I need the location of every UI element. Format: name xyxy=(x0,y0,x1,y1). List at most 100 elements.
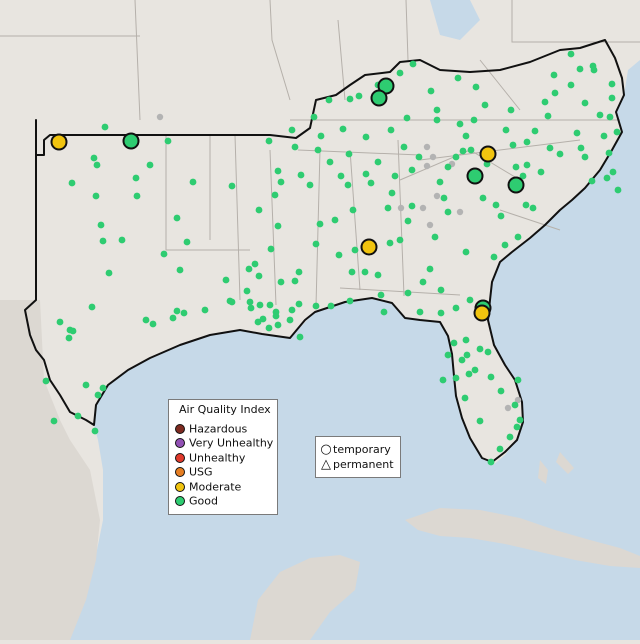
monitor-marker-inactive[interactable] xyxy=(456,208,464,216)
monitor-marker-good[interactable] xyxy=(176,266,184,274)
monitor-marker-good[interactable] xyxy=(444,351,452,359)
monitor-marker-good[interactable] xyxy=(92,192,100,200)
monitor-marker-good[interactable] xyxy=(222,276,230,284)
monitor-marker-good[interactable] xyxy=(88,303,96,311)
monitor-marker-good[interactable] xyxy=(339,125,347,133)
monitor-marker-inactive[interactable] xyxy=(423,143,431,151)
monitor-marker-good[interactable] xyxy=(42,377,50,385)
monitor-marker-good[interactable] xyxy=(507,106,515,114)
monitor-marker-good[interactable] xyxy=(314,146,322,154)
monitor-marker-good[interactable] xyxy=(97,221,105,229)
monitor-marker-good[interactable] xyxy=(567,50,575,58)
monitor-marker-good[interactable] xyxy=(431,233,439,241)
monitor-marker-good[interactable] xyxy=(384,204,392,212)
monitor-marker-good[interactable] xyxy=(291,277,299,285)
monitor-marker-good[interactable] xyxy=(452,374,460,382)
monitor-marker-good[interactable] xyxy=(433,116,441,124)
monitor-marker-good[interactable] xyxy=(296,333,304,341)
monitor-marker-moderate[interactable] xyxy=(50,133,68,151)
monitor-marker-good[interactable] xyxy=(506,433,514,441)
monitor-marker-good[interactable] xyxy=(567,81,575,89)
monitor-marker-inactive[interactable] xyxy=(429,153,437,161)
monitor-marker-good[interactable] xyxy=(56,318,64,326)
monitor-marker-good[interactable] xyxy=(133,192,141,200)
monitor-marker-good[interactable] xyxy=(461,394,469,402)
monitor-marker-good[interactable] xyxy=(246,298,254,306)
monitor-marker-good[interactable] xyxy=(490,253,498,261)
monitor-marker-good[interactable] xyxy=(271,191,279,199)
monitor-marker-good[interactable] xyxy=(463,351,471,359)
monitor-marker-good[interactable] xyxy=(180,309,188,317)
monitor-marker-good[interactable] xyxy=(288,306,296,314)
monitor-marker-good[interactable] xyxy=(348,268,356,276)
monitor-marker-good[interactable] xyxy=(274,167,282,175)
monitor-marker-inactive[interactable] xyxy=(397,204,405,212)
monitor-marker-good[interactable] xyxy=(444,163,452,171)
monitor-marker-good[interactable] xyxy=(297,171,305,179)
monitor-marker-good[interactable] xyxy=(577,144,585,152)
monitor-marker-good[interactable] xyxy=(387,126,395,134)
monitor-marker-good[interactable] xyxy=(306,181,314,189)
monitor-marker-good[interactable] xyxy=(576,65,584,73)
monitor-marker-good[interactable] xyxy=(295,300,303,308)
monitor-marker-good[interactable] xyxy=(391,172,399,180)
monitor-marker-good[interactable] xyxy=(603,174,611,182)
monitor-marker-good[interactable] xyxy=(529,204,537,212)
monitor-marker-good[interactable] xyxy=(346,297,354,305)
monitor-marker-good[interactable] xyxy=(288,126,296,134)
monitor-marker-good[interactable] xyxy=(476,417,484,425)
monitor-marker-good[interactable] xyxy=(295,268,303,276)
monitor-marker-good[interactable] xyxy=(99,237,107,245)
monitor-marker-good[interactable] xyxy=(454,74,462,82)
monitor-marker-good[interactable] xyxy=(522,201,530,209)
monitor-marker-good[interactable] xyxy=(90,154,98,162)
monitor-marker-good[interactable] xyxy=(516,416,524,424)
monitor-marker-good[interactable] xyxy=(409,60,417,68)
monitor-marker-good[interactable] xyxy=(437,286,445,294)
monitor-marker-good[interactable] xyxy=(452,153,460,161)
monitor-marker-good[interactable] xyxy=(374,271,382,279)
monitor-marker-good[interactable] xyxy=(189,178,197,186)
monitor-marker-good[interactable] xyxy=(462,336,470,344)
monitor-marker-good[interactable] xyxy=(439,376,447,384)
monitor-marker-good[interactable] xyxy=(479,194,487,202)
monitor-marker-good[interactable] xyxy=(476,345,484,353)
monitor-marker-inactive[interactable] xyxy=(504,404,512,412)
monitor-marker-inactive[interactable] xyxy=(433,192,441,200)
monitor-marker-good[interactable] xyxy=(514,376,522,384)
monitor-marker-good[interactable] xyxy=(408,166,416,174)
monitor-marker-good[interactable] xyxy=(327,302,335,310)
monitor-marker-good[interactable] xyxy=(267,245,275,253)
monitor-marker-good[interactable] xyxy=(255,206,263,214)
monitor-marker-good[interactable] xyxy=(386,239,394,247)
monitor-marker-good[interactable] xyxy=(588,177,596,185)
monitor-marker-good[interactable] xyxy=(344,181,352,189)
monitor-marker-good[interactable] xyxy=(226,297,234,305)
monitor-marker-good[interactable] xyxy=(408,202,416,210)
monitor-marker-good[interactable] xyxy=(335,251,343,259)
monitor-marker-good[interactable] xyxy=(254,318,262,326)
monitor-marker-good[interactable] xyxy=(337,172,345,180)
monitor-marker-good[interactable] xyxy=(608,80,616,88)
monitor-marker-good[interactable] xyxy=(201,306,209,314)
monitor-marker-good[interactable] xyxy=(466,296,474,304)
monitor-marker-good[interactable] xyxy=(404,289,412,297)
monitor-marker-good[interactable] xyxy=(537,168,545,176)
monitor-marker-good[interactable] xyxy=(146,161,154,169)
monitor-marker-good[interactable] xyxy=(173,307,181,315)
monitor-marker-good[interactable] xyxy=(69,327,77,335)
monitor-marker-good[interactable] xyxy=(160,250,168,258)
monitor-marker-moderate[interactable] xyxy=(360,238,378,256)
monitor-marker-good[interactable] xyxy=(511,401,519,409)
monitor-marker-good[interactable] xyxy=(251,260,259,268)
monitor-marker-good[interactable] xyxy=(286,316,294,324)
monitor-marker-good[interactable] xyxy=(613,128,621,136)
monitor-marker-good[interactable] xyxy=(396,69,404,77)
monitor-marker-good[interactable] xyxy=(266,301,274,309)
monitor-marker-good[interactable] xyxy=(101,123,109,131)
monitor-marker-good[interactable] xyxy=(331,216,339,224)
monitor-marker-good[interactable] xyxy=(346,95,354,103)
monitor-marker-good[interactable] xyxy=(600,132,608,140)
monitor-marker-good[interactable] xyxy=(459,147,467,155)
monitor-marker-good[interactable] xyxy=(351,246,359,254)
